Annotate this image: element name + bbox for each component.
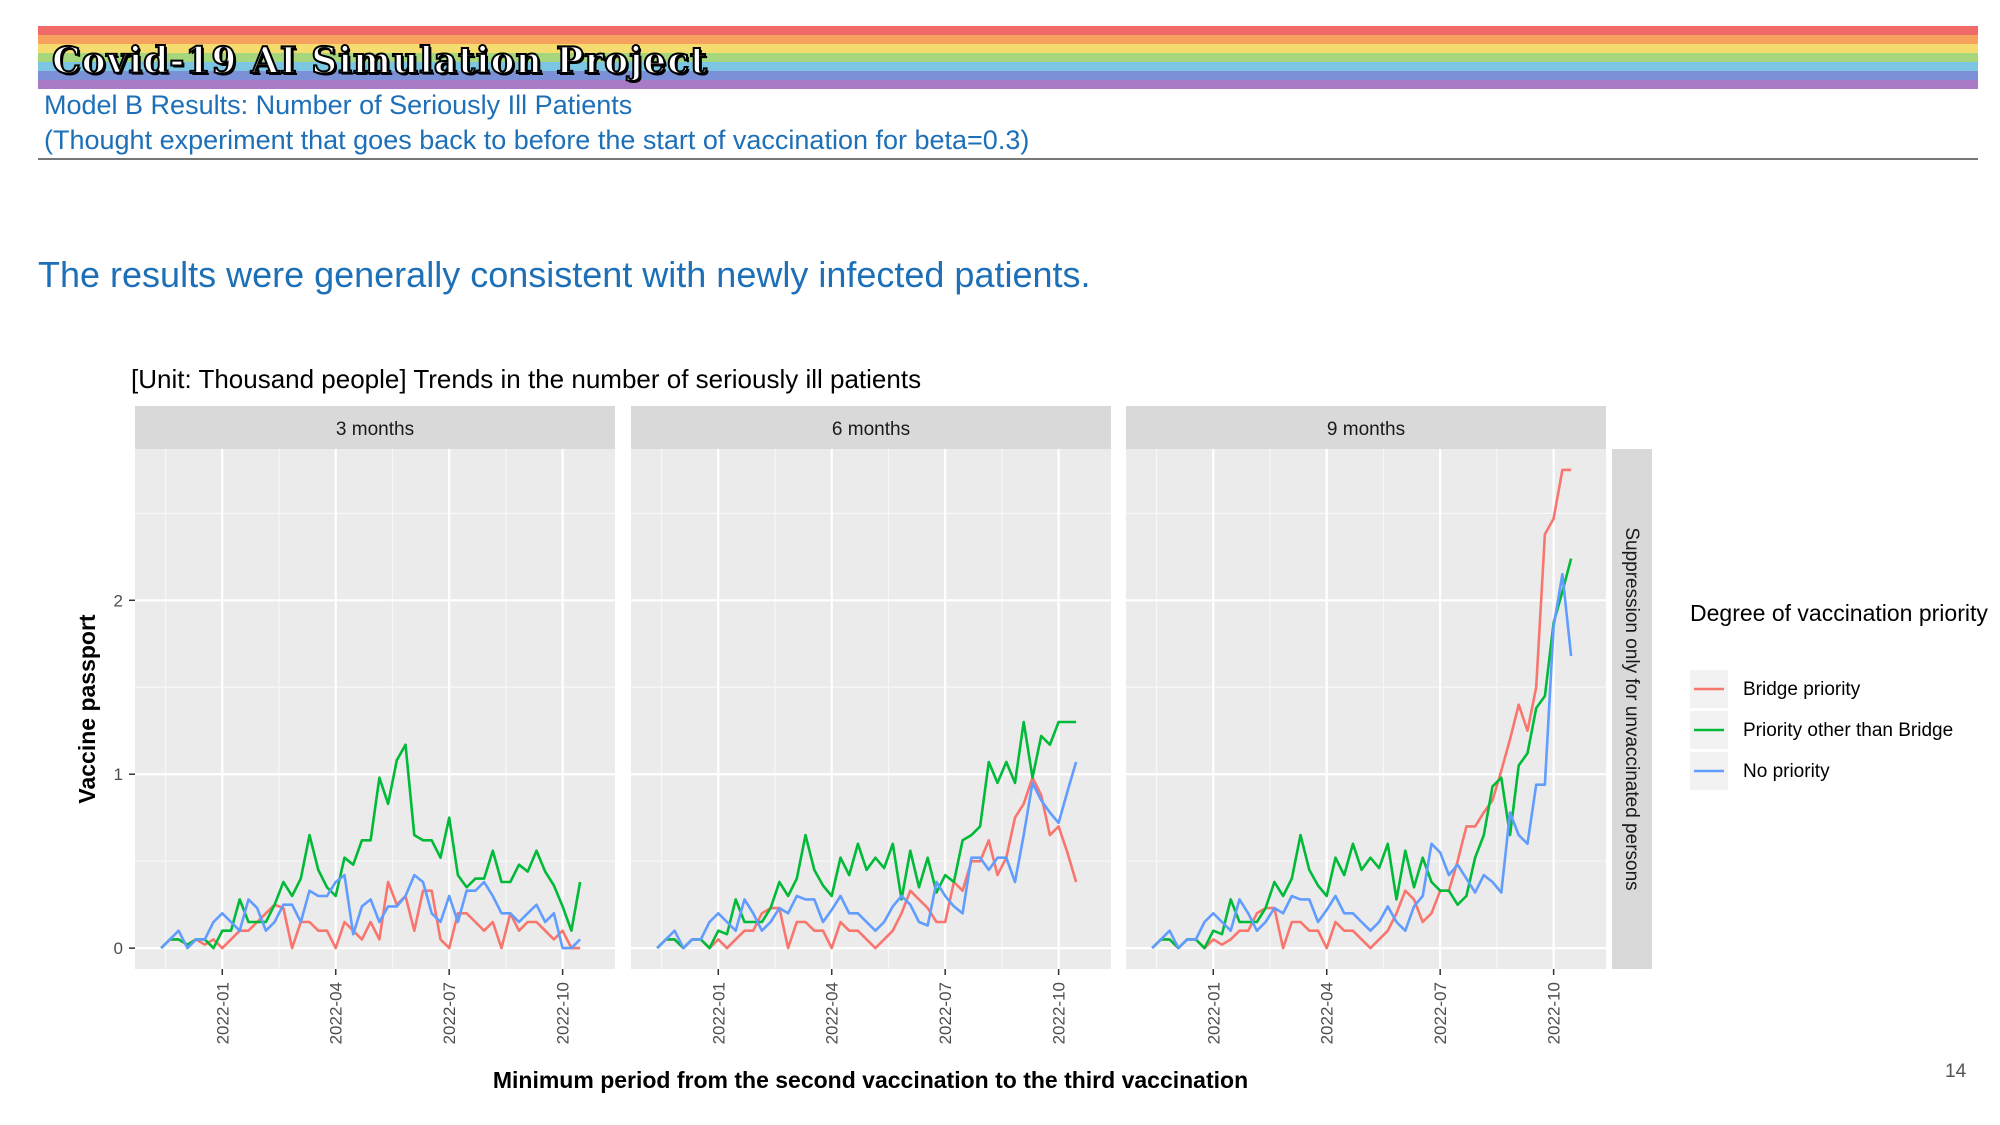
x-tick-label: 2022-10 xyxy=(554,982,573,1044)
legend-label: Priority other than Bridge xyxy=(1743,720,1953,741)
strip-right-label: Suppression only for unvaccinated person… xyxy=(1621,527,1642,890)
x-tick-label: 2022-07 xyxy=(1431,982,1450,1044)
strip-right xyxy=(1612,449,1652,969)
panel-background xyxy=(1126,449,1606,969)
brand-title: Covid-19 AI Simulation Project xyxy=(51,39,708,83)
y-tick-label: 0 xyxy=(114,939,123,958)
series-line-priority-other-than-bridge xyxy=(160,743,582,950)
x-axis-label: Minimum period from the second vaccinati… xyxy=(493,1067,1248,1093)
x-tick-label: 2022-01 xyxy=(1204,982,1223,1044)
legend-label: Bridge priority xyxy=(1743,679,1861,700)
rainbow-stripe xyxy=(38,80,1978,89)
subtitle-line-1: Model B Results: Number of Seriously Ill… xyxy=(44,90,633,120)
rainbow-stripe xyxy=(38,35,1978,44)
rainbow-stripe xyxy=(38,62,1978,71)
x-tick-label: 2022-10 xyxy=(1050,982,1069,1044)
legend-label: No priority xyxy=(1743,761,1830,782)
series-line-no-priority xyxy=(656,761,1078,950)
facet-strip-label: 3 months xyxy=(336,419,414,440)
x-tick-label: 2022-07 xyxy=(936,982,955,1044)
panel-background xyxy=(135,449,615,969)
legend-title-line: Degree of vaccination priority xyxy=(1690,600,1988,626)
rainbow-banner xyxy=(38,26,1978,92)
panel-background xyxy=(631,449,1111,969)
chart-title: [Unit: Thousand people] Trends in the nu… xyxy=(131,364,921,394)
x-tick-label: 2022-10 xyxy=(1545,982,1564,1044)
x-tick-label: 2022-04 xyxy=(1318,982,1337,1044)
facet-strip xyxy=(631,406,1111,449)
x-tick-label: 2022-04 xyxy=(327,982,346,1044)
subtitle-line-2: (Thought experiment that goes back to be… xyxy=(44,125,1030,155)
x-tick-label: 2022-01 xyxy=(709,982,728,1044)
page-number: 14 xyxy=(1945,1061,1967,1082)
rainbow-stripe xyxy=(38,44,1978,53)
rainbow-stripe xyxy=(38,53,1978,62)
series-line-no-priority xyxy=(1151,572,1573,950)
rainbow-stripe xyxy=(38,71,1978,80)
series-line-no-priority xyxy=(160,873,582,950)
y-axis-label: Vaccine passport xyxy=(74,614,100,804)
x-tick-label: 2022-07 xyxy=(440,982,459,1044)
series-line-priority-other-than-bridge xyxy=(1151,558,1573,950)
lead-text: The results were generally consistent wi… xyxy=(38,254,1091,295)
header-divider xyxy=(38,158,1978,160)
facet-strip xyxy=(1126,406,1606,449)
facet-strip xyxy=(135,406,615,449)
legend-title: Degree of vaccination priority xyxy=(1690,600,1988,626)
x-tick-label: 2022-01 xyxy=(213,982,232,1044)
facet-strip-label: 6 months xyxy=(832,419,910,440)
facet-strip-label: 9 months xyxy=(1327,419,1405,440)
series-line-priority-other-than-bridge xyxy=(656,720,1077,950)
y-tick-label: 1 xyxy=(114,765,123,784)
slide-subtitle: Model B Results: Number of Seriously Ill… xyxy=(44,88,1029,158)
y-tick-label: 2 xyxy=(114,591,123,610)
series-line-bridge-priority xyxy=(1151,468,1572,950)
rainbow-stripe xyxy=(38,26,1978,35)
x-tick-label: 2022-04 xyxy=(823,982,842,1044)
